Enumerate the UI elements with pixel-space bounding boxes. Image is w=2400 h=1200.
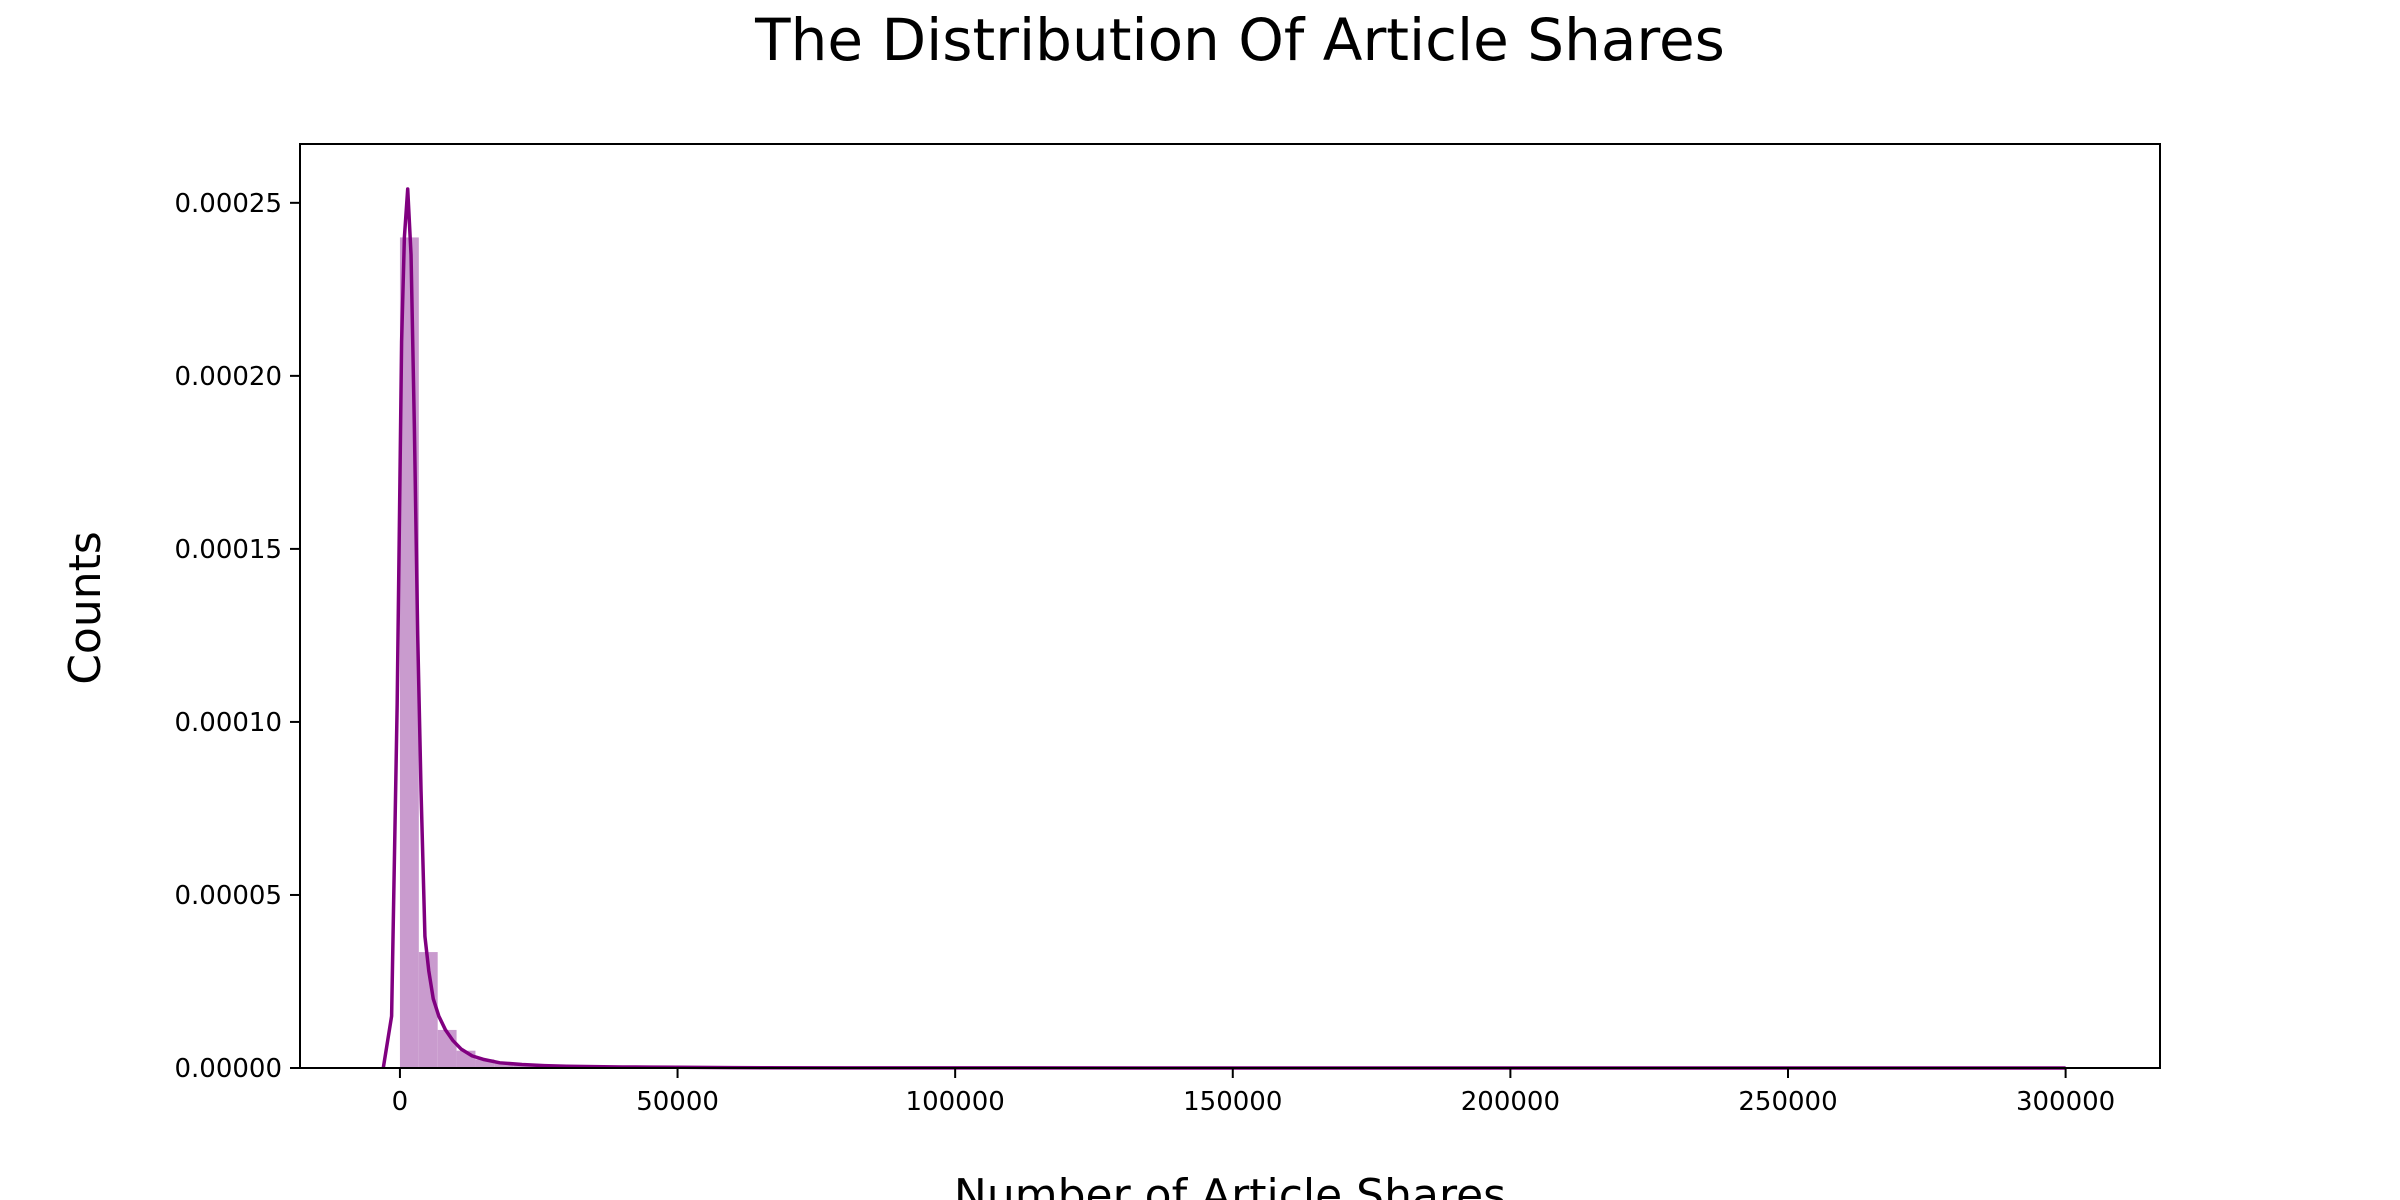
chart-title: The Distribution Of Article Shares [754,6,1725,74]
y-tick-label: 0.00000 [174,1054,282,1084]
y-tick-label: 0.00015 [174,535,282,565]
x-axis-label: Number of Article Shares [954,1170,1506,1200]
histogram-bar [418,952,438,1068]
y-tick-label: 0.00005 [174,881,282,911]
x-tick-label: 200000 [1461,1087,1560,1117]
y-axis: 0.00000 0.00005 0.00010 0.00015 0.00020 0.000… [174,189,300,1084]
x-tick-label: 300000 [2016,1087,2115,1117]
histogram-bar [494,1062,514,1068]
histogram-bar [475,1059,495,1068]
histogram-bar [437,1029,457,1068]
y-axis-label: Counts [60,531,111,685]
x-tick-label: 50000 [636,1087,719,1117]
y-tick-label: 0.00025 [174,189,282,219]
x-tick-label: 250000 [1738,1087,1837,1117]
plot-area-frame [299,143,2161,1069]
x-tick-label: 150000 [1183,1087,1282,1117]
y-tick-label: 0.00010 [174,708,282,738]
y-tick-label: 0.00020 [174,362,282,392]
x-axis: 0 50000 100000 150000 200000 250000 300000 [392,1068,2115,1117]
histogram-bars [399,237,702,1068]
x-tick-label: 100000 [906,1087,1005,1117]
density-curve [381,187,2066,1070]
x-tick-label: 0 [392,1087,409,1117]
